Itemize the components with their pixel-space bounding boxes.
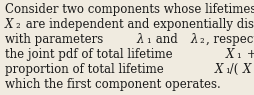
Text: ₁: ₁ bbox=[252, 63, 254, 76]
Text: Consider two components whose lifetimes: Consider two components whose lifetimes bbox=[5, 3, 254, 16]
Text: X: X bbox=[213, 63, 222, 76]
Text: ₁: ₁ bbox=[236, 48, 240, 61]
Text: ₁/(: ₁/( bbox=[224, 63, 237, 76]
Text: ₂: ₂ bbox=[15, 18, 20, 31]
Text: ₁: ₁ bbox=[145, 33, 150, 46]
Text: +: + bbox=[242, 48, 254, 61]
Text: and: and bbox=[151, 33, 181, 46]
Text: which the first component operates.: which the first component operates. bbox=[5, 78, 219, 91]
Text: are independent and exponentially distributed: are independent and exponentially distri… bbox=[21, 18, 254, 31]
Text: λ: λ bbox=[189, 33, 197, 46]
Text: X: X bbox=[225, 48, 233, 61]
Text: with parameters: with parameters bbox=[5, 33, 106, 46]
Text: , respectively. Obtain: , respectively. Obtain bbox=[205, 33, 254, 46]
Text: X: X bbox=[241, 63, 250, 76]
Text: proportion of total lifetime: proportion of total lifetime bbox=[5, 63, 166, 76]
Text: the joint pdf of total lifetime: the joint pdf of total lifetime bbox=[5, 48, 175, 61]
Text: X: X bbox=[5, 18, 13, 31]
Text: ₂: ₂ bbox=[199, 33, 204, 46]
Text: λ: λ bbox=[136, 33, 143, 46]
